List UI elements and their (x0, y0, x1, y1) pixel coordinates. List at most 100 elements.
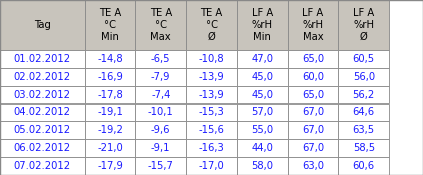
Text: 60,0: 60,0 (302, 72, 324, 82)
Bar (0, 121, 85, 139)
Bar (186, 0, 237, 50)
Bar (135, 68, 186, 86)
Bar (186, 86, 237, 103)
Text: 60,5: 60,5 (353, 54, 375, 64)
Text: 60,6: 60,6 (353, 161, 375, 171)
Bar (0, 157, 85, 175)
Bar (85, 50, 135, 68)
Text: -7,4: -7,4 (151, 90, 170, 100)
Bar (338, 103, 389, 121)
Bar (338, 0, 389, 50)
Bar (85, 121, 135, 139)
Bar (85, 157, 135, 175)
Bar (288, 121, 338, 139)
Bar (186, 68, 237, 86)
Text: 67,0: 67,0 (302, 143, 324, 153)
Bar (135, 139, 186, 157)
Text: -16,3: -16,3 (199, 143, 224, 153)
Text: -17,8: -17,8 (97, 90, 123, 100)
Text: -9,6: -9,6 (151, 125, 170, 135)
Bar (288, 86, 338, 103)
Text: 57,0: 57,0 (251, 107, 273, 117)
Bar (135, 86, 186, 103)
Text: -15,6: -15,6 (198, 125, 225, 135)
Bar (186, 121, 237, 139)
Text: 05.02.2012: 05.02.2012 (14, 125, 71, 135)
Text: 01.02.2012: 01.02.2012 (14, 54, 71, 64)
Text: -21,0: -21,0 (97, 143, 123, 153)
Bar (135, 0, 186, 50)
Text: -17,0: -17,0 (199, 161, 224, 171)
Text: LF A
%rH
Min: LF A %rH Min (252, 8, 273, 42)
Bar (186, 50, 237, 68)
Bar (338, 121, 389, 139)
Bar (237, 157, 288, 175)
Text: 63,0: 63,0 (302, 161, 324, 171)
Bar (186, 103, 237, 121)
Text: -17,9: -17,9 (97, 161, 123, 171)
Text: TE A
°C
Max: TE A °C Max (150, 8, 172, 42)
Text: 58,0: 58,0 (251, 161, 273, 171)
Text: 55,0: 55,0 (251, 125, 273, 135)
Bar (338, 50, 389, 68)
Bar (288, 0, 338, 50)
Bar (135, 121, 186, 139)
Text: 65,0: 65,0 (302, 90, 324, 100)
Text: -6,5: -6,5 (151, 54, 170, 64)
Text: -10,1: -10,1 (148, 107, 173, 117)
Text: 67,0: 67,0 (302, 125, 324, 135)
Bar (288, 139, 338, 157)
Bar (237, 0, 288, 50)
Text: 03.02.2012: 03.02.2012 (14, 90, 71, 100)
Text: 06.02.2012: 06.02.2012 (14, 143, 71, 153)
Text: 47,0: 47,0 (251, 54, 273, 64)
Text: 64,6: 64,6 (353, 107, 375, 117)
Text: LF A
%rH
Ø: LF A %rH Ø (353, 8, 374, 42)
Bar (288, 68, 338, 86)
Text: 44,0: 44,0 (251, 143, 273, 153)
Bar (288, 103, 338, 121)
Text: -15,3: -15,3 (199, 107, 224, 117)
Bar (85, 0, 135, 50)
Text: -10,8: -10,8 (199, 54, 224, 64)
Bar (237, 139, 288, 157)
Text: 45,0: 45,0 (251, 90, 273, 100)
Bar (0, 86, 85, 103)
Bar (0, 0, 85, 50)
Text: -14,8: -14,8 (97, 54, 123, 64)
Text: -13,9: -13,9 (199, 90, 224, 100)
Text: -13,9: -13,9 (199, 72, 224, 82)
Text: 67,0: 67,0 (302, 107, 324, 117)
Text: 58,5: 58,5 (353, 143, 375, 153)
Bar (85, 103, 135, 121)
Text: -19,2: -19,2 (97, 125, 123, 135)
Bar (186, 157, 237, 175)
Text: -7,9: -7,9 (151, 72, 170, 82)
Text: -16,9: -16,9 (97, 72, 123, 82)
Bar (135, 50, 186, 68)
Bar (338, 139, 389, 157)
Bar (288, 50, 338, 68)
Text: 56,0: 56,0 (353, 72, 375, 82)
Text: 56,2: 56,2 (353, 90, 375, 100)
Text: TE A
°C
Ø: TE A °C Ø (201, 8, 222, 42)
Bar (338, 68, 389, 86)
Text: -9,1: -9,1 (151, 143, 170, 153)
Bar (237, 86, 288, 103)
Bar (0, 139, 85, 157)
Text: 04.02.2012: 04.02.2012 (14, 107, 71, 117)
Text: 45,0: 45,0 (251, 72, 273, 82)
Bar (338, 86, 389, 103)
Text: -19,1: -19,1 (97, 107, 123, 117)
Text: Tag: Tag (34, 20, 51, 30)
Bar (237, 68, 288, 86)
Bar (186, 139, 237, 157)
Text: 63,5: 63,5 (353, 125, 375, 135)
Text: -15,7: -15,7 (148, 161, 174, 171)
Bar (288, 157, 338, 175)
Bar (0, 68, 85, 86)
Bar (135, 157, 186, 175)
Bar (85, 86, 135, 103)
Bar (338, 157, 389, 175)
Text: 02.02.2012: 02.02.2012 (14, 72, 71, 82)
